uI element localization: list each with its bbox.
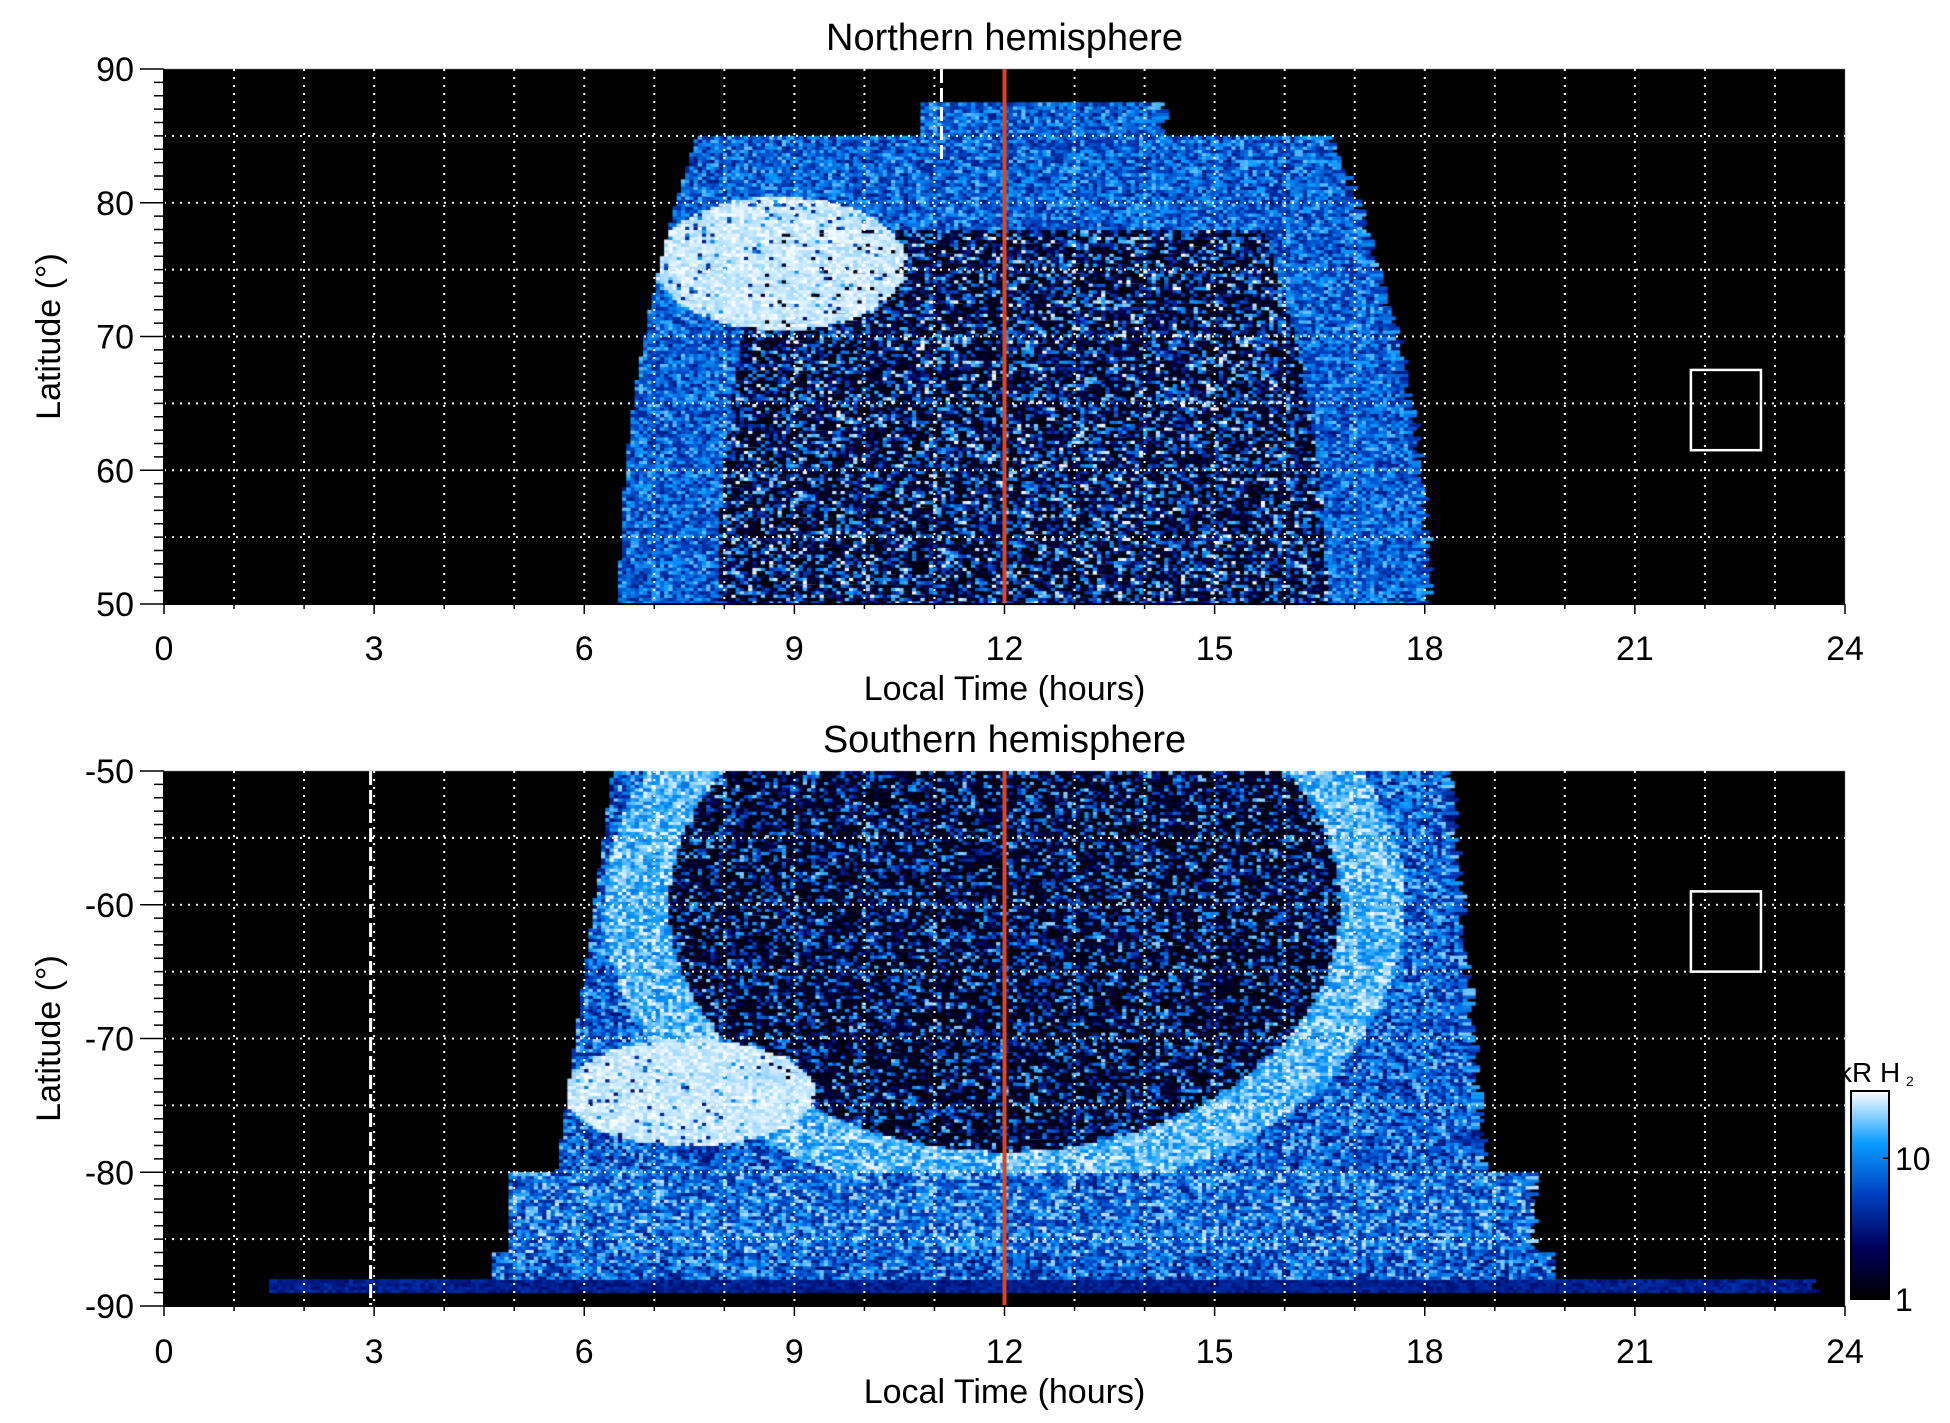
- colorbar-label: kR H: [1838, 1057, 1900, 1088]
- x-tick-label: 9: [785, 630, 804, 668]
- colorbar: [1850, 1090, 1890, 1300]
- x-tick-label: 6: [575, 1333, 594, 1371]
- x-tick-label: 9: [785, 1333, 804, 1371]
- x-tick-label: 15: [1196, 1333, 1234, 1371]
- x-tick-label: 21: [1616, 1333, 1654, 1371]
- y-axis-label: Latitude (°): [30, 253, 68, 420]
- chart-title: Northern hemisphere: [826, 17, 1183, 59]
- y-tick-label: 80: [96, 185, 134, 223]
- colorbar-tick-label: 1: [1895, 1282, 1913, 1318]
- y-tick-label: 60: [96, 452, 134, 490]
- x-tick-label: 6: [575, 630, 594, 668]
- y-tick-label: 50: [96, 586, 134, 624]
- x-axis-label: Local Time (hours): [864, 1373, 1146, 1411]
- chart-title: Southern hemisphere: [823, 719, 1186, 761]
- x-tick-label: 0: [155, 1333, 174, 1371]
- y-tick-label: 90: [96, 51, 134, 89]
- colorbar-label-subscript: 2: [1906, 1073, 1914, 1089]
- reference-box: [1689, 890, 1763, 973]
- x-tick-label: 15: [1196, 630, 1234, 668]
- x-tick-label: 18: [1406, 630, 1444, 668]
- x-tick-label: 24: [1826, 630, 1864, 668]
- x-tick-label: 12: [986, 630, 1024, 668]
- y-tick-label: -70: [85, 1021, 134, 1059]
- x-tick-label: 3: [365, 1333, 384, 1371]
- y-axis-label: Latitude (°): [30, 955, 68, 1122]
- y-tick-label: 70: [96, 319, 134, 357]
- y-tick-label: -90: [85, 1288, 134, 1326]
- x-tick-label: 24: [1826, 1333, 1864, 1371]
- y-tick-label: -80: [85, 1154, 134, 1192]
- x-tick-label: 3: [365, 630, 384, 668]
- x-tick-label: 12: [986, 1333, 1024, 1371]
- x-axis-label: Local Time (hours): [864, 670, 1146, 708]
- x-tick-label: 0: [155, 630, 174, 668]
- y-tick-label: -50: [85, 753, 134, 791]
- reference-box: [1689, 368, 1763, 452]
- colorbar-tick-label: 10: [1895, 1141, 1931, 1177]
- x-tick-label: 21: [1616, 630, 1654, 668]
- y-tick-label: -60: [85, 887, 134, 925]
- x-tick-label: 18: [1406, 1333, 1444, 1371]
